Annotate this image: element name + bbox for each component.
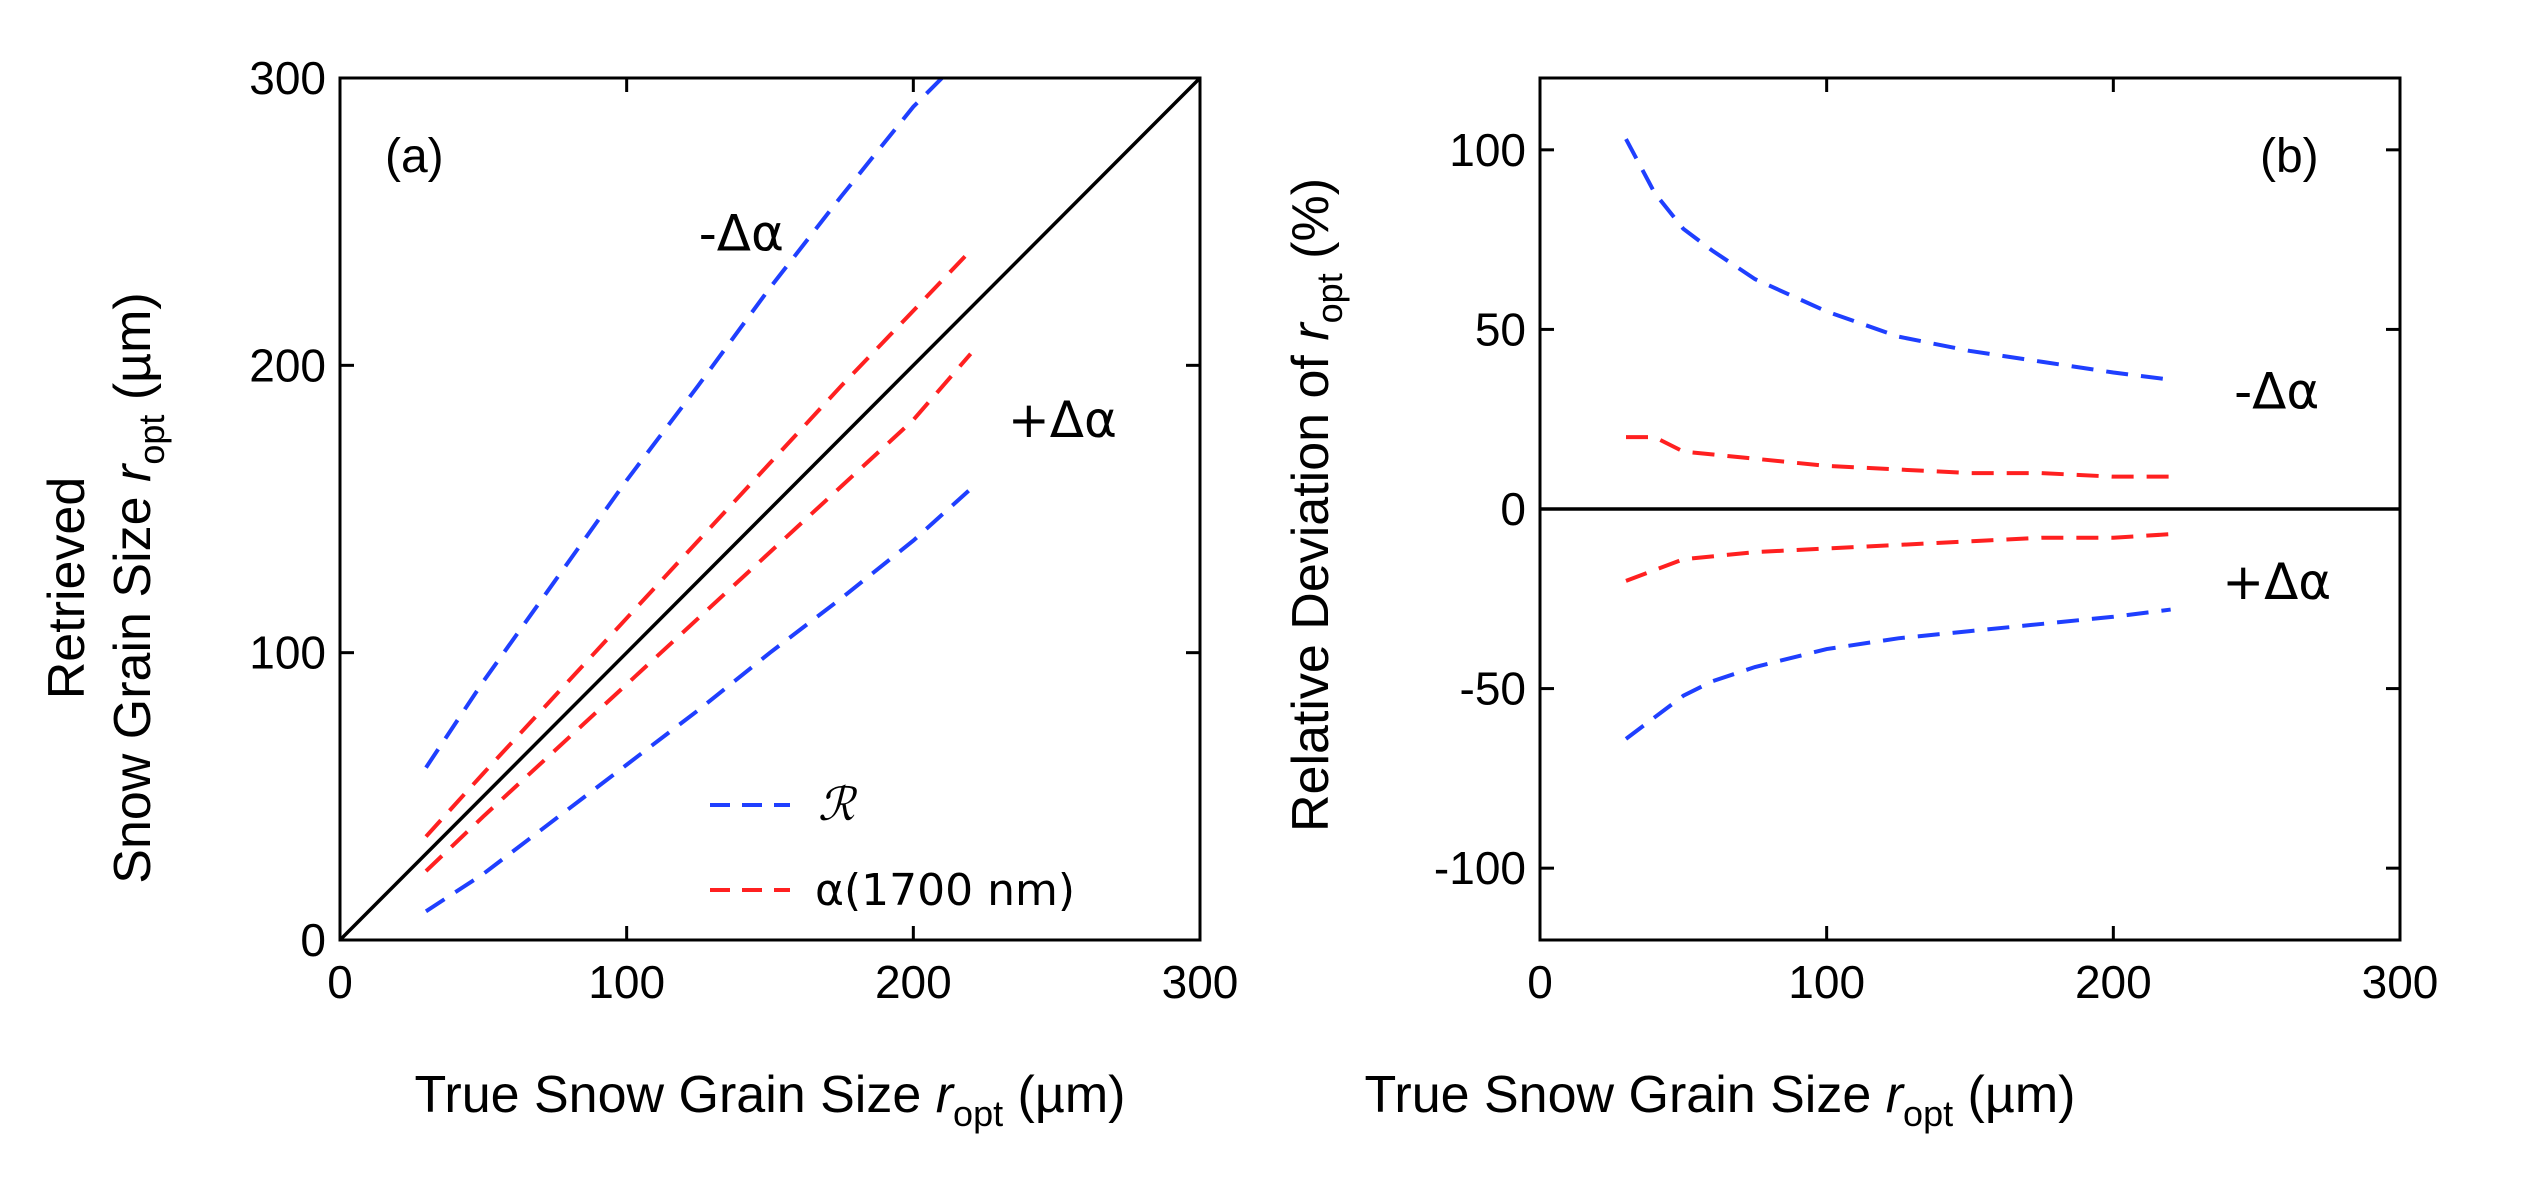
- panel-b-x-tick-label: 300: [2362, 956, 2439, 1008]
- panel-a-y-tick-label: 200: [249, 339, 326, 391]
- panel-a-x-tick-label: 0: [327, 956, 353, 1008]
- panel-a-series-3-dashed-line: [424, 249, 973, 838]
- svg-text:Retrieved: Retrieved: [38, 477, 96, 700]
- panel-b-y-tick-label: -100: [1434, 842, 1526, 894]
- panel-b: 0 100 200 300 -100 -50 0 50 100 (b) -Δα +Δα True…: [1282, 76, 2438, 1134]
- legend-label-r: ℛ: [818, 777, 858, 831]
- panel-a-series-layer: [340, 78, 1200, 940]
- panel-b-y-tick-label: 0: [1500, 483, 1526, 535]
- panel-b-x-tick-label: 100: [1788, 956, 1865, 1008]
- panel-b-x-axis-label: True Snow Grain Size ropt (µm): [1365, 1066, 2076, 1134]
- panel-b-y-axis-label: Relative Deviation of ropt (%): [1282, 178, 1350, 832]
- panel-a-x-tick-label: 300: [1162, 956, 1239, 1008]
- panel-b-x-tick-label: 200: [2075, 956, 2152, 1008]
- panel-b-y-tick-label: 50: [1475, 303, 1526, 355]
- panel-a-series-2-dashed-line: [424, 487, 973, 913]
- svg-text:Snow Grain Size ropt (µm): Snow Grain Size ropt (µm): [104, 292, 172, 883]
- panel-a-legend: ℛ α(1700 nm): [710, 777, 1075, 916]
- panel-b-series-4-dashed-line: [1624, 607, 2171, 741]
- svg-text:Relative Deviation of ropt (%): Relative Deviation of ropt (%): [1282, 178, 1350, 832]
- panel-b-series-layer: [1540, 138, 2400, 741]
- panel-a-series-1-dashed-line: [424, 78, 945, 769]
- panel-b-ticks: 0 100 200 300 -100 -50 0 50 100: [1434, 78, 2438, 1008]
- panel-a-x-tick-label: 100: [588, 956, 665, 1008]
- panel-b-annotation-plus-delta-alpha: +Δα: [2222, 553, 2331, 611]
- panel-b-y-tick-label: 100: [1449, 124, 1526, 176]
- panel-b-series-1-dashed-line: [1624, 138, 2171, 382]
- panel-a-annotation-minus-delta-alpha: -Δα: [699, 204, 784, 262]
- panel-b-y-tick-label: -50: [1460, 663, 1526, 715]
- panel-a-label: (a): [385, 130, 444, 183]
- panel-b-series-3-dashed-line: [1625, 532, 2171, 583]
- panel-a-series-0-reference-line: [340, 78, 1200, 940]
- panel-b-annotation-minus-delta-alpha: -Δα: [2234, 362, 2319, 420]
- panel-a-plot-frame: [338, 76, 1202, 942]
- panel-a-y-axis-label-line1: Retrieved: [38, 477, 96, 700]
- panel-a-y-tick-label: 300: [249, 52, 326, 104]
- panel-a-x-axis-label: True Snow Grain Size ropt (µm): [415, 1066, 1126, 1134]
- panel-a-series-4-dashed-line: [424, 352, 973, 873]
- panel-a-y-tick-label: 100: [249, 627, 326, 679]
- panel-b-series-2-dashed-line: [1626, 435, 2171, 479]
- panel-a-x-tick-label: 200: [875, 956, 952, 1008]
- panel-a-y-axis-label-line2: Snow Grain Size ropt (µm): [104, 292, 172, 883]
- panel-a-ticks: 0 100 200 300 0 100 200 300: [249, 52, 1238, 1008]
- panel-b-label: (b): [2260, 130, 2319, 183]
- panel-a-annotation-plus-delta-alpha: +Δα: [1008, 391, 1117, 449]
- legend-label-alpha-1700: α(1700 nm): [815, 865, 1075, 916]
- panel-a: 0 100 200 300 0 100 200 300 (a) -Δα +Δα ℛ α(170…: [38, 52, 1238, 1134]
- panel-b-x-tick-label: 0: [1527, 956, 1553, 1008]
- panel-a-y-tick-label: 0: [300, 914, 326, 966]
